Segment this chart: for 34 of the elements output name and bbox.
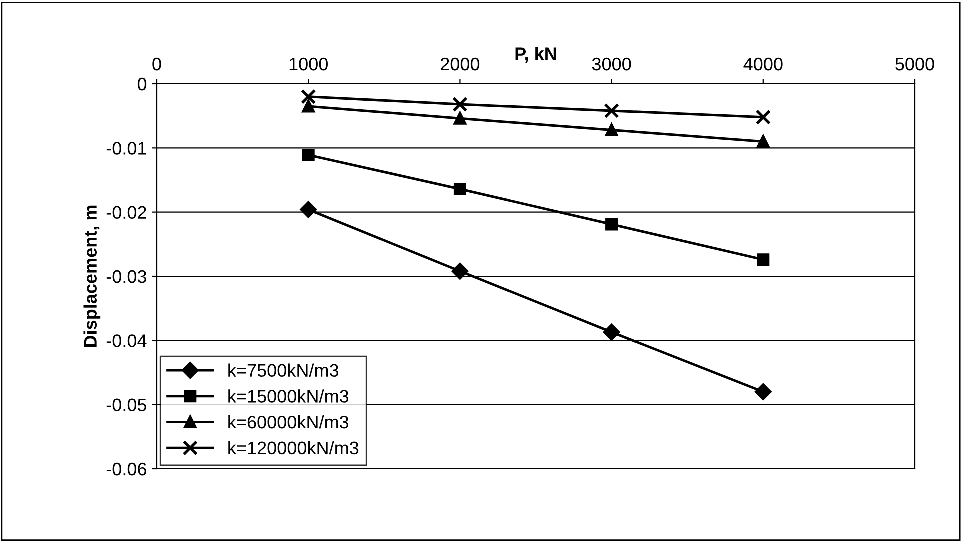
y-tick-label: -0.04	[106, 334, 147, 348]
point	[300, 202, 317, 218]
x-tick-label: 3000	[592, 58, 632, 71]
y-tick-label: -0.01	[106, 142, 146, 155]
x-tick-label: 1000	[290, 58, 328, 71]
legend-label: k=60000kN/m3	[228, 415, 349, 429]
point	[606, 218, 618, 231]
x-tick-label: 2000	[441, 58, 480, 71]
legend-label: k=15000kN/m3	[228, 390, 349, 403]
y-axis-title: Displacement, m	[84, 206, 101, 348]
point	[756, 110, 772, 126]
point	[604, 103, 620, 119]
x-tick-label: 5000	[896, 58, 934, 71]
legend-label: k=120000kN/m3	[228, 441, 359, 455]
x-axis-title: P, kN	[516, 47, 556, 64]
point	[755, 384, 772, 400]
x-tick-label: 4000	[744, 58, 783, 71]
y-tick-label: -0.05	[106, 398, 147, 412]
y-tick-label: -0.03	[106, 270, 146, 284]
point	[302, 148, 315, 162]
point	[302, 100, 315, 113]
point	[604, 324, 620, 341]
y-tick-label: -0.02	[106, 206, 146, 220]
y-tick-label: 0	[138, 78, 147, 91]
point	[300, 89, 316, 104]
point	[454, 112, 466, 125]
x-tick-label: 0	[152, 58, 162, 71]
point	[452, 96, 468, 112]
point	[757, 254, 770, 266]
y-tick-label: -0.06	[106, 462, 146, 476]
point	[606, 124, 618, 136]
point	[452, 263, 468, 280]
point	[454, 182, 466, 196]
legend-label: k=7500kN/m3	[228, 364, 339, 378]
